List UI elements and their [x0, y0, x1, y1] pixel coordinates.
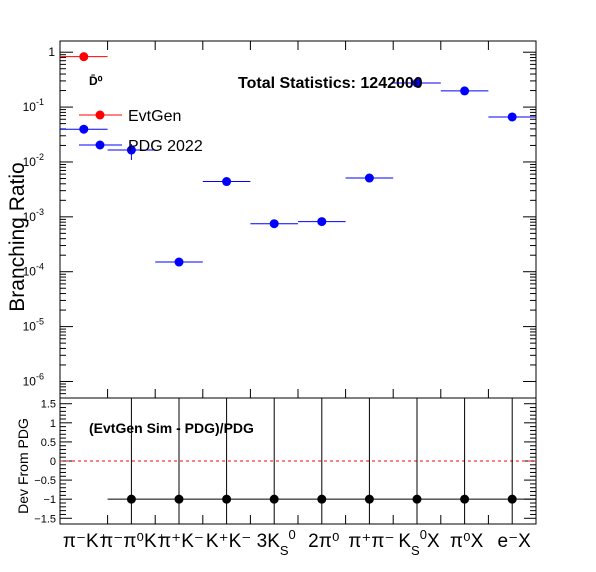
deviation-point	[222, 494, 232, 504]
bottom-x-ticks	[107, 515, 489, 524]
data-point-pdg-2022	[79, 124, 89, 134]
top-panel: 110-110-210-310-410-510-6 D̄⁰ Total Stat…	[6, 40, 537, 399]
x-category-label: π⁺K⁻	[158, 531, 204, 552]
deviation-point	[507, 494, 517, 504]
legend-evtgen-marker	[95, 110, 105, 120]
x-category-label: KS0X	[398, 527, 440, 558]
y-axis-label-bottom: Dev From PDG	[15, 418, 31, 514]
top-y-tick-label: 10-6	[23, 371, 44, 388]
data-point-pdg-2022	[222, 177, 232, 187]
deviation-point	[317, 494, 327, 504]
stats-text: Total Statistics: 1242000	[238, 75, 423, 92]
bottom-panel: 1.5 1 0.5 0 −0.5 −1 −1.5 (EvtGen Sim - PDG)/PD…	[15, 397, 537, 525]
bottom-y-tick-label: −1.5	[34, 513, 56, 525]
deviation-point	[269, 494, 279, 504]
top-y-tick-label: 1	[48, 45, 55, 59]
legend-pdg-label: PDG 2022	[128, 138, 203, 155]
bottom-y-tick-label: −1	[43, 494, 56, 506]
x-category-label: K⁺K⁻	[206, 531, 251, 552]
deviation-point	[460, 494, 470, 504]
data-point-pdg-2022	[317, 217, 327, 227]
x-category-label: 2π⁰	[308, 531, 339, 552]
top-marks	[60, 52, 536, 267]
bottom-y-tick-label: −0.5	[34, 475, 56, 487]
x-category-label: e⁻X	[498, 531, 532, 552]
data-point-pdg-2022	[460, 86, 470, 96]
top-x-ticks	[107, 41, 489, 398]
bottom-y-tick-label: 1	[50, 418, 56, 430]
data-point-pdg-2022	[174, 257, 184, 267]
x-category-label: π⁰X	[450, 531, 484, 552]
deviation-point	[364, 494, 374, 504]
legend-evtgen-label: EvtGen	[128, 108, 181, 125]
x-category-label: π⁻K⁺	[63, 531, 109, 552]
particle-label: D̄⁰	[89, 74, 103, 88]
y-axis-label-top: Branching Ratio	[6, 162, 29, 311]
bottom-y-tick-label: 0	[50, 456, 56, 468]
x-category-label: π⁺π⁻	[348, 531, 394, 552]
data-point-evtgen	[79, 52, 89, 62]
bottom-marks	[107, 398, 536, 524]
x-axis-category-labels: π⁻K⁺π⁻π⁰K⁺π⁺K⁻ K⁺K⁻ 3KS0 2π⁰ π⁺π⁻ KS0X π⁰X e⁻X	[63, 527, 531, 558]
data-point-pdg-2022	[364, 173, 374, 183]
top-y-ticks: 110-110-210-310-410-510-6	[23, 45, 536, 399]
data-point-pdg-2022	[269, 219, 279, 229]
bottom-y-tick-label: 1.5	[41, 399, 56, 411]
top-y-tick-label: 10-5	[23, 317, 44, 334]
data-point-pdg-2022	[507, 112, 517, 122]
data-point-pdg-2022	[412, 78, 422, 88]
x-category-label: π⁻π⁰K⁺	[100, 531, 167, 552]
x-category-label: 3KS0	[257, 527, 296, 558]
bottom-y-ticks: 1.5 1 0.5 0 −0.5 −1 −1.5	[34, 399, 536, 525]
legend-pdg-marker	[95, 140, 105, 150]
bottom-y-tick-label: 0.5	[41, 437, 56, 449]
deviation-point	[174, 494, 184, 504]
legend: EvtGen PDG 2022	[79, 108, 203, 155]
deviation-point	[412, 494, 422, 504]
top-y-tick-label: 10-1	[23, 97, 44, 114]
deviation-point	[126, 494, 136, 504]
deviation-annotation: (EvtGen Sim - PDG)/PDG	[89, 420, 254, 436]
